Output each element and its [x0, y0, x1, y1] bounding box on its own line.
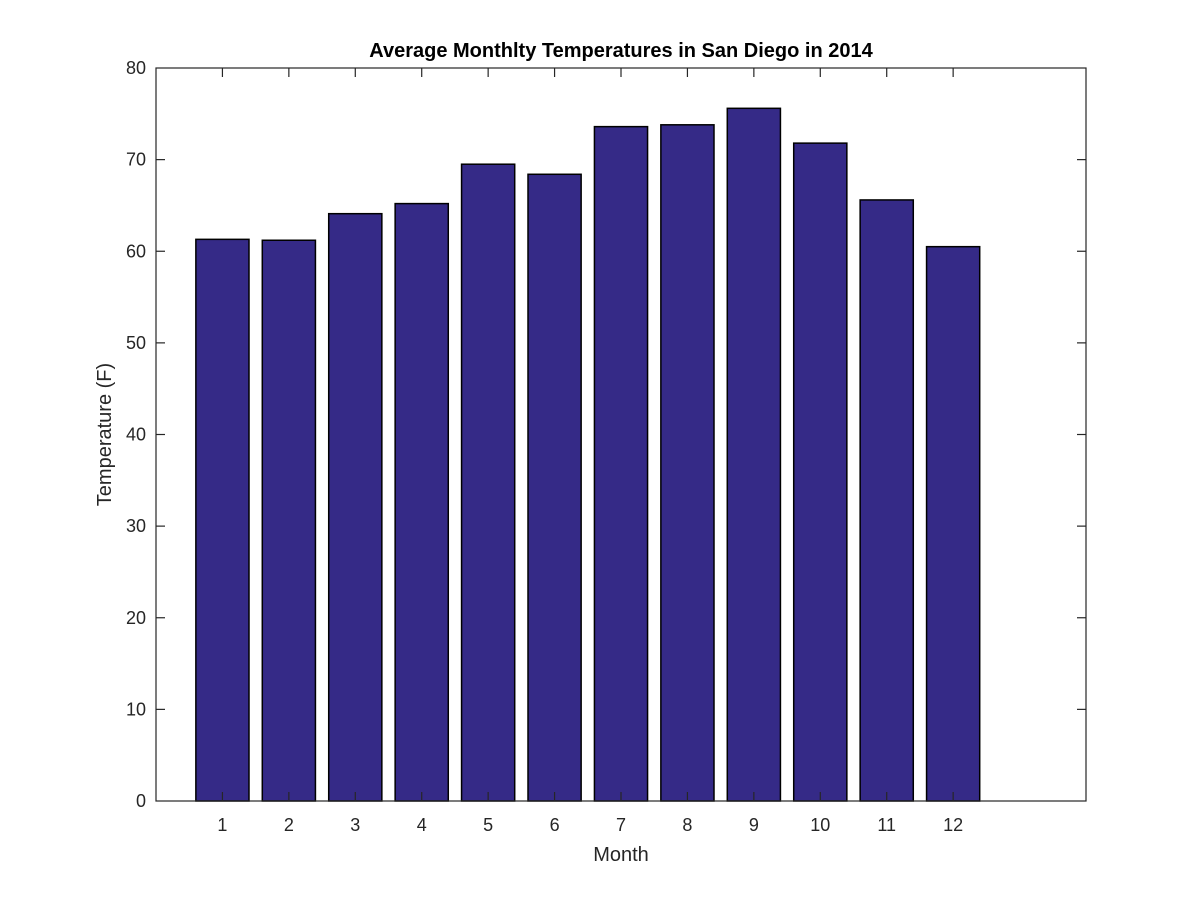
bar-month-9: [726, 107, 782, 802]
bar-month-8: [660, 124, 715, 802]
x-tick-label: 10: [810, 815, 830, 835]
x-tick-label: 4: [417, 815, 427, 835]
bar-month-4: [394, 202, 450, 802]
x-tick-label: 8: [682, 815, 692, 835]
y-tick-label: 50: [126, 333, 146, 353]
bar-month-1: [195, 238, 250, 802]
y-tick-label: 20: [126, 608, 146, 628]
bar-month-7: [593, 125, 649, 802]
axes-box: [155, 67, 1087, 802]
x-tick-label: 11: [877, 815, 896, 835]
x-tick-label: 2: [284, 815, 294, 835]
x-tick-label: 7: [616, 815, 626, 835]
y-tick-label: 30: [126, 516, 146, 536]
x-tick-label: 6: [550, 815, 560, 835]
y-tick-label: 40: [126, 425, 146, 445]
bar-month-12: [925, 245, 981, 802]
x-tick-label: 5: [483, 815, 493, 835]
y-axis-title: Temperature (F): [94, 363, 116, 506]
y-tick-label: 60: [126, 241, 146, 261]
y-tick-label: 10: [126, 699, 146, 719]
bar-month-5: [460, 163, 516, 802]
bars-layer: [195, 107, 981, 802]
bar-month-2: [261, 239, 317, 802]
y-tick-label: 80: [126, 58, 146, 78]
x-tick-label: 12: [943, 815, 963, 835]
x-tick-label: 3: [350, 815, 360, 835]
x-tick-label: 1: [217, 815, 227, 835]
bar-month-11: [859, 199, 915, 802]
y-tick-label: 0: [136, 791, 146, 811]
bar-month-6: [527, 173, 582, 802]
ticks-layer: [156, 68, 1086, 801]
chart-title: Average Monthlty Temperatures in San Die…: [369, 40, 873, 62]
x-tick-label: 9: [749, 815, 759, 835]
bar-month-10: [792, 142, 848, 802]
x-axis-title: Month: [593, 844, 649, 866]
y-tick-label: 70: [126, 150, 146, 170]
bar-month-3: [327, 212, 383, 802]
